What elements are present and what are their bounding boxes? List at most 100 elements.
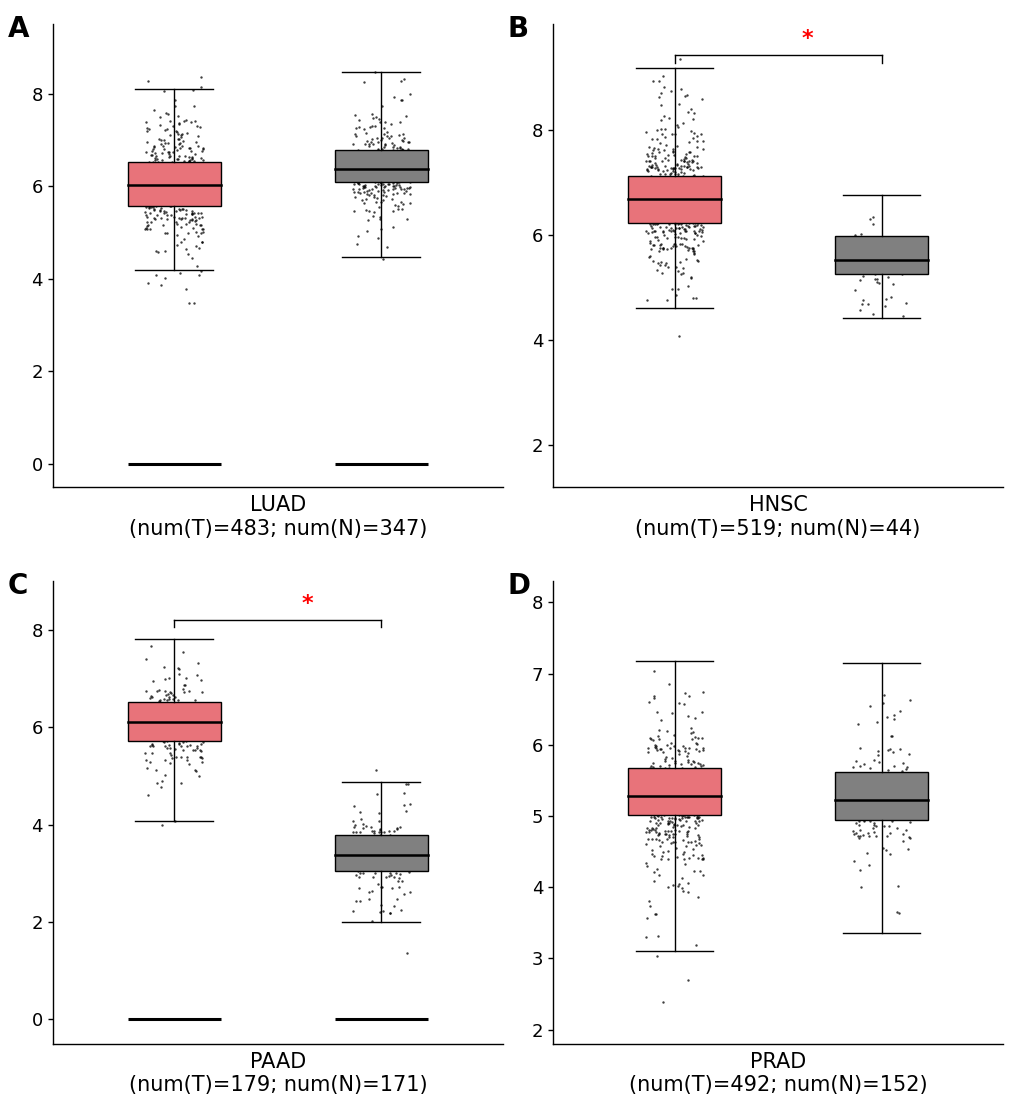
Point — [856, 800, 872, 817]
Point — [396, 160, 413, 178]
Point — [844, 231, 860, 249]
Point — [665, 767, 682, 785]
Point — [385, 88, 401, 106]
Point — [641, 763, 657, 781]
Point — [680, 198, 696, 216]
Point — [365, 851, 381, 868]
Point — [688, 734, 704, 752]
Point — [677, 855, 693, 873]
Point — [399, 775, 416, 793]
Point — [641, 196, 657, 214]
Point — [653, 793, 669, 811]
Point — [184, 702, 201, 719]
Point — [642, 770, 658, 787]
Point — [157, 737, 173, 755]
Point — [193, 78, 209, 96]
Point — [675, 210, 691, 228]
Point — [139, 143, 155, 161]
Point — [651, 239, 667, 257]
Point — [181, 155, 198, 172]
Point — [173, 209, 190, 227]
Point — [664, 237, 681, 255]
Point — [347, 160, 364, 178]
Point — [689, 214, 705, 231]
Point — [139, 214, 155, 231]
Point — [383, 851, 399, 868]
Point — [849, 715, 865, 733]
Point — [173, 708, 190, 726]
Point — [663, 876, 680, 894]
Point — [139, 133, 155, 151]
Point — [169, 192, 185, 210]
Point — [690, 784, 706, 802]
Point — [693, 850, 709, 867]
Point — [351, 180, 367, 198]
Point — [158, 738, 174, 756]
Point — [369, 140, 385, 158]
Point — [179, 695, 196, 713]
Point — [179, 246, 196, 264]
Point — [659, 798, 676, 816]
Point — [654, 790, 671, 807]
Point — [162, 704, 178, 722]
Point — [357, 123, 373, 141]
Point — [395, 153, 412, 171]
Point — [664, 159, 681, 177]
Point — [690, 742, 706, 759]
Point — [356, 183, 372, 201]
Point — [373, 823, 389, 841]
Point — [646, 192, 662, 210]
Point — [355, 864, 371, 882]
Point — [401, 883, 418, 901]
Point — [363, 185, 379, 202]
Point — [372, 861, 388, 878]
Point — [184, 149, 201, 167]
Point — [851, 827, 867, 845]
Point — [662, 834, 679, 852]
Point — [360, 845, 376, 863]
Point — [686, 820, 702, 837]
Point — [376, 162, 392, 180]
Point — [652, 197, 668, 215]
Point — [386, 179, 403, 197]
Point — [382, 157, 398, 175]
Point — [864, 305, 880, 322]
Point — [681, 787, 697, 805]
Point — [650, 812, 666, 830]
Point — [187, 237, 204, 255]
Point — [381, 169, 397, 187]
Point — [354, 850, 370, 867]
Point — [370, 804, 386, 822]
Point — [648, 703, 664, 721]
Point — [355, 818, 371, 836]
X-axis label: PAAD
(num(T)=179; num(N)=171): PAAD (num(T)=179; num(N)=171) — [128, 1052, 427, 1095]
Point — [397, 182, 414, 200]
Point — [676, 88, 692, 106]
Point — [643, 803, 659, 821]
Point — [138, 198, 154, 216]
Point — [375, 187, 391, 205]
Point — [695, 782, 711, 800]
Point — [643, 219, 659, 237]
Point — [196, 718, 212, 736]
Point — [375, 183, 391, 201]
Point — [180, 186, 197, 203]
Point — [348, 834, 365, 852]
Point — [369, 159, 385, 177]
Point — [142, 205, 158, 222]
Point — [690, 778, 706, 796]
Point — [152, 175, 168, 192]
Point — [660, 766, 677, 784]
Point — [679, 744, 695, 762]
Point — [663, 210, 680, 228]
Point — [660, 221, 677, 239]
Point — [647, 823, 663, 841]
Point — [868, 775, 884, 793]
Point — [686, 201, 702, 219]
Point — [363, 170, 379, 188]
Point — [662, 221, 679, 239]
Point — [151, 196, 167, 214]
Point — [361, 118, 377, 136]
Point — [194, 749, 210, 767]
Point — [864, 251, 880, 269]
